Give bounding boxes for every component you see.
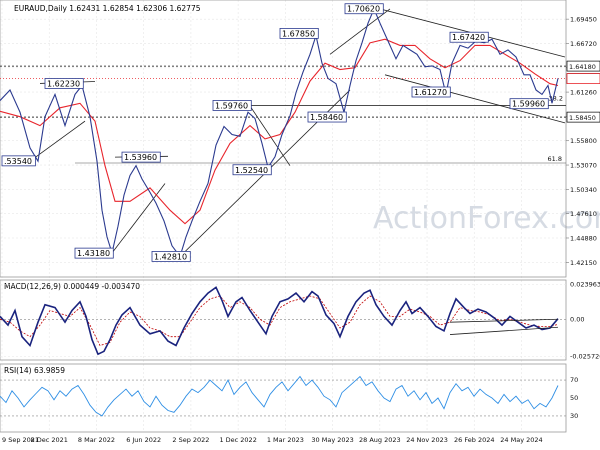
price-annotation-box bbox=[151, 251, 191, 262]
macd-panel-title: MACD(12,26,9) 0.000449 -0.003470 bbox=[4, 282, 140, 291]
x-tick-label: 8 Mar 2022 bbox=[78, 436, 115, 444]
price-annotation-label: 1.58460 bbox=[310, 113, 343, 122]
x-tick-label: 8 Dec 2021 bbox=[31, 436, 68, 444]
x-tick-label: 1 Dec 2022 bbox=[219, 436, 256, 444]
macd-y-tick: 0.023963 bbox=[570, 280, 600, 288]
fib-level-label: 61.8 bbox=[548, 155, 562, 163]
price-annotation-box bbox=[307, 111, 347, 123]
moving-average-line bbox=[0, 38, 559, 225]
x-tick-label: 9 Sep 2021 bbox=[2, 436, 39, 444]
price-annotation-label: 1.61270 bbox=[414, 88, 447, 97]
current-price-box bbox=[566, 73, 600, 85]
watermark: ActionForex.com bbox=[373, 201, 600, 236]
price-panel: EURAUD,Daily 1.62431 1.62854 1.62306 1.6… bbox=[0, 0, 600, 278]
price-annotation-label: 1.67850 bbox=[282, 29, 315, 38]
y-tick-label: 1.53070 bbox=[570, 162, 597, 170]
rsi-y-tick: 30 bbox=[570, 412, 578, 420]
price-annotation-box bbox=[344, 3, 384, 15]
rsi-line bbox=[0, 375, 559, 417]
x-tick-label: 2 Sep 2022 bbox=[172, 436, 209, 444]
x-tick-label: 1 Mar 2023 bbox=[267, 436, 304, 444]
macd-trend-line bbox=[449, 326, 559, 335]
macd-panel: MACD(12,26,9) 0.000449 -0.003470 0.02396… bbox=[0, 279, 600, 361]
y-tick-label: 1.69450 bbox=[570, 16, 597, 24]
trend-line bbox=[249, 105, 291, 166]
price-annotation-box bbox=[121, 151, 161, 163]
price-annotation-label: 1.52540 bbox=[235, 166, 268, 175]
price-annotation-box bbox=[449, 31, 489, 43]
level-tag-box bbox=[566, 60, 600, 72]
level-tag-label: 1.64180 bbox=[569, 63, 596, 71]
price-annotation-box bbox=[232, 164, 272, 176]
y-tick-label: 1.47610 bbox=[570, 210, 597, 218]
level-tag-box bbox=[566, 111, 600, 123]
trend-line bbox=[329, 8, 391, 55]
rsi-panel: RSI(14) 63.9859 70 50 30 bbox=[0, 363, 578, 433]
price-annotation-box bbox=[279, 28, 319, 39]
price-annotation-label: 1.59960 bbox=[512, 100, 545, 109]
x-tick-label: 30 May 2023 bbox=[311, 436, 353, 444]
rsi-panel-title: RSI(14) 63.9859 bbox=[4, 366, 65, 375]
y-tick-label: 1.42150 bbox=[570, 259, 597, 267]
price-annotation-box bbox=[74, 247, 114, 259]
trend-line bbox=[384, 74, 566, 124]
y-tick-label: 1.55800 bbox=[570, 137, 597, 145]
y-tick-label: 1.61260 bbox=[570, 89, 597, 97]
price-annotation-box bbox=[44, 78, 84, 89]
price-annotation-label: .53540 bbox=[4, 157, 32, 166]
macd-panel-frame bbox=[0, 279, 567, 361]
price-annotation-label: 1.70620 bbox=[347, 5, 380, 14]
price-annotation-box bbox=[1, 155, 36, 167]
x-tick-label: 24 Nov 2023 bbox=[406, 436, 448, 444]
price-annotation-box bbox=[509, 98, 549, 110]
level-tag-label: 1.58450 bbox=[569, 114, 596, 122]
x-tick-label: 6 Jun 2022 bbox=[126, 436, 161, 444]
price-annotation-label: 1.67420 bbox=[452, 33, 485, 42]
rsi-y-tick: 70 bbox=[570, 376, 578, 384]
price-panel-title: EURAUD,Daily 1.62431 1.62854 1.62306 1.6… bbox=[14, 4, 201, 13]
y-tick-label: 1.50340 bbox=[570, 186, 597, 194]
price-line bbox=[0, 7, 559, 258]
macd-trend-line bbox=[449, 318, 559, 323]
price-annotation-box bbox=[212, 100, 252, 111]
price-annotation-label: 1.53960 bbox=[124, 153, 157, 162]
price-annotation-label: 1.42810 bbox=[154, 252, 187, 261]
price-annotation-label: 1.59760 bbox=[215, 101, 248, 110]
rsi-y-tick: 50 bbox=[570, 394, 578, 402]
rsi-panel-frame bbox=[0, 363, 567, 433]
x-tick-label: 28 Aug 2023 bbox=[359, 436, 401, 444]
fib-small-label: 38.2 bbox=[549, 94, 563, 102]
y-tick-label: 1.66720 bbox=[570, 40, 597, 48]
price-annotation-label: 1.62230 bbox=[47, 79, 80, 88]
x-tick-label: 24 May 2024 bbox=[500, 436, 542, 444]
macd-signal-line bbox=[0, 295, 559, 346]
price-annotation-label: 1.43180 bbox=[77, 249, 110, 258]
price-annotation-box bbox=[411, 86, 451, 98]
macd-main-line bbox=[0, 286, 559, 356]
macd-y-tick: 0.00 bbox=[570, 315, 584, 323]
price-panel-frame bbox=[0, 0, 567, 278]
x-tick-label: 26 Feb 2024 bbox=[454, 436, 494, 444]
y-tick-label: 1.44880 bbox=[570, 234, 597, 242]
macd-y-tick: -0.025726 bbox=[570, 353, 600, 361]
